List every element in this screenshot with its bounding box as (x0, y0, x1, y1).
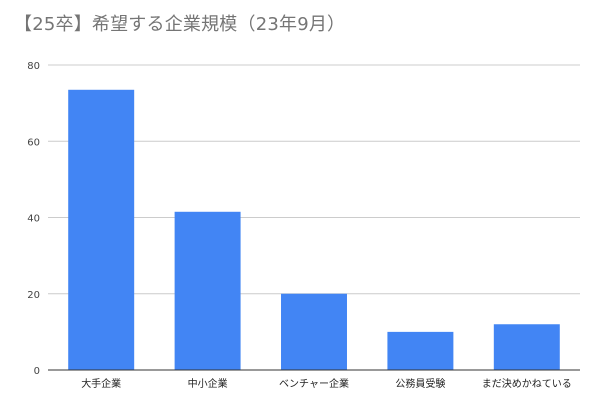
bar (68, 89, 135, 370)
bar (387, 331, 454, 370)
y-tick-label: 80 (27, 61, 40, 72)
y-tick-label: 60 (27, 137, 40, 148)
y-axis-ticks: 0 20 40 60 80 (27, 61, 40, 377)
bar (281, 293, 347, 370)
chart-title: 【25卒】希望する企業規模（23年9月） (14, 14, 346, 35)
bar (493, 324, 560, 370)
x-tick-label: 大手企業 (81, 377, 121, 390)
x-tick-label: 公務員受験 (395, 377, 445, 390)
x-tick-label: ベンチャー企業 (279, 377, 349, 390)
y-tick-label: 0 (34, 366, 40, 377)
bars (68, 89, 560, 370)
x-tick-label: 中小企業 (188, 377, 228, 390)
y-tick-label: 40 (27, 214, 40, 225)
x-tick-label: まだ決めかねている (482, 378, 572, 390)
y-tick-label: 20 (27, 290, 40, 301)
bar (174, 211, 241, 370)
x-axis-labels: 大手企業 中小企業 ベンチャー企業 公務員受験 まだ決めかねている (81, 377, 572, 390)
